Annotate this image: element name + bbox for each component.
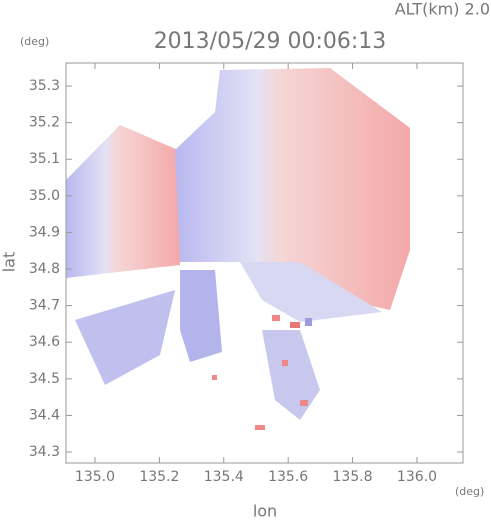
x-tick-label: 135.8 [333, 469, 373, 485]
y-tick-label: 34.4 [29, 407, 60, 423]
echo-area [240, 262, 382, 322]
x-tick-label: 135.4 [204, 469, 244, 485]
y-tick-label: 34.5 [29, 371, 60, 387]
echo-speck [305, 318, 312, 326]
y-tick-label: 34.9 [29, 224, 60, 240]
y-tick-label: 35.3 [29, 78, 60, 94]
x-unit: (deg) [455, 485, 484, 498]
plot-frame [65, 62, 464, 464]
echo-speck [290, 322, 300, 328]
x-tick-label: 135.2 [139, 469, 179, 485]
echo-area [180, 270, 222, 362]
y-axis-label: lat [0, 252, 19, 273]
echo-sector [75, 290, 175, 385]
x-axis-label: lon [253, 502, 277, 521]
y-tick-label: 35.1 [29, 151, 60, 167]
y-tick-label: 34.3 [29, 444, 60, 460]
echo-sector [66, 125, 180, 278]
echo-speck [300, 400, 308, 406]
subtitle: ALT(km) 2.0 [395, 0, 490, 19]
y-unit: (deg) [20, 35, 49, 48]
echo-area [262, 330, 320, 420]
echo-speck [272, 315, 280, 321]
radar-field [66, 68, 410, 430]
x-tick-label: 136.0 [397, 469, 437, 485]
y-tick-label: 34.8 [29, 261, 60, 277]
echo-area [175, 68, 410, 310]
x-tick-label: 135.0 [75, 469, 115, 485]
echo-speck [282, 360, 288, 366]
y-tick-label: 34.7 [29, 298, 60, 314]
echo-speck [212, 375, 217, 380]
echo-speck [255, 425, 265, 430]
chart-title: 2013/05/29 00:06:13 [154, 29, 387, 54]
x-tick-label: 135.6 [268, 469, 308, 485]
y-tick-label: 35.2 [29, 115, 60, 131]
y-tick-label: 34.6 [29, 334, 60, 350]
y-tick-label: 35.0 [29, 188, 60, 204]
